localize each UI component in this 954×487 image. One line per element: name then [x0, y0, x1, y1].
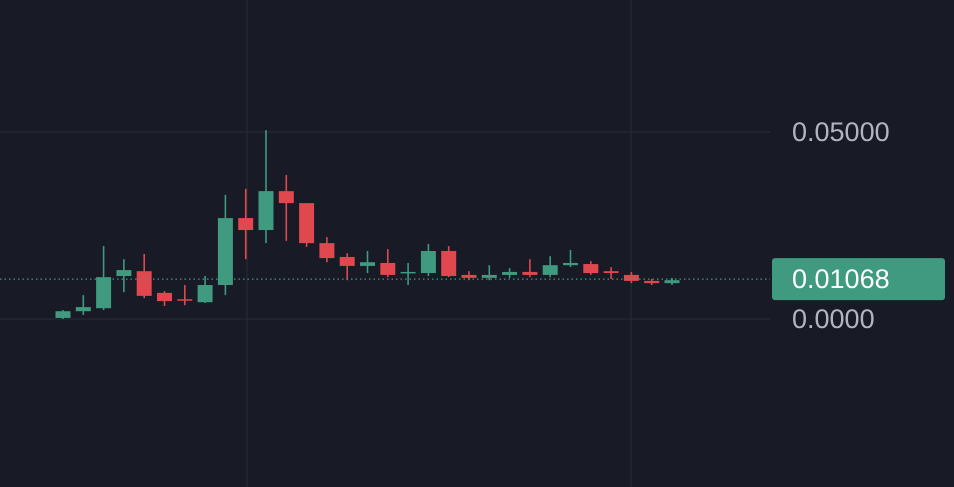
candle-body — [461, 274, 477, 278]
candle-body — [299, 203, 315, 244]
candle-body — [319, 243, 335, 259]
y-tick-label: 0.05000 — [792, 117, 890, 147]
candle-body — [75, 307, 91, 312]
candle-body — [603, 271, 619, 274]
candle-body — [623, 274, 639, 281]
candle-body — [380, 262, 396, 275]
candle-body — [644, 280, 660, 284]
candle-body — [197, 285, 213, 303]
candle-body — [258, 191, 274, 231]
candle-body — [116, 270, 132, 277]
candle-body — [177, 299, 193, 301]
candle-body — [522, 271, 538, 275]
candle-body — [360, 262, 375, 266]
candle-body — [217, 218, 233, 286]
candle-body — [563, 262, 578, 266]
candle-body — [55, 311, 71, 318]
candle-body — [664, 280, 680, 284]
candle-body — [278, 191, 294, 204]
candle-body — [502, 271, 518, 275]
candle-body — [96, 277, 112, 309]
candle-body — [339, 256, 355, 266]
candle-body — [583, 264, 599, 274]
last-price-label: 0.01068 — [792, 264, 890, 294]
candle-body — [481, 274, 497, 278]
candle-body — [400, 271, 416, 274]
candle-body — [136, 271, 152, 296]
candle-body — [441, 250, 457, 277]
candle-body — [238, 218, 254, 231]
candle-body — [542, 265, 558, 275]
y-tick-label: 0.0000 — [792, 304, 875, 334]
candle-body — [157, 292, 172, 302]
last-price-badge — [772, 258, 945, 301]
candle-body — [420, 250, 436, 274]
